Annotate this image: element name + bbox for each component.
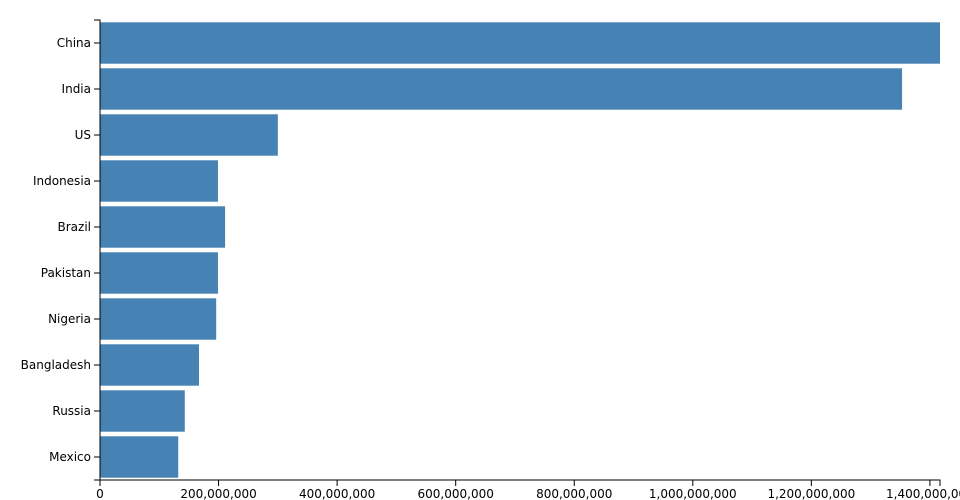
x-tick-label: 0 [96,487,104,500]
bar [100,390,185,432]
y-tick-label: India [62,82,91,96]
x-tick-label: 1,400,000,000 [886,487,960,500]
y-tick-label: Russia [52,404,91,418]
x-axis [99,479,941,486]
y-tick-label: China [57,36,91,50]
bar [100,206,226,248]
bar [100,68,903,110]
bar [100,252,218,294]
x-tick-label: 1,000,000,000 [649,487,737,500]
y-tick-label: Bangladesh [21,358,91,372]
bar [100,22,940,64]
x-tick-label: 400,000,000 [299,487,375,500]
x-tick-label: 800,000,000 [536,487,612,500]
y-axis [94,19,101,481]
bar [100,298,217,340]
y-tick-label: Nigeria [48,312,91,326]
y-tick-label: Brazil [58,220,92,234]
bar [100,160,218,202]
y-tick-label: Pakistan [41,266,91,280]
y-tick-label: Indonesia [33,174,91,188]
x-tick-label: 200,000,000 [180,487,256,500]
bar [100,436,179,478]
bar [100,344,199,386]
x-tick-label: 1,200,000,000 [767,487,855,500]
bar [100,114,278,156]
y-tick-label: US [75,128,91,142]
y-tick-label: Mexico [49,450,91,464]
x-tick-label: 600,000,000 [418,487,494,500]
